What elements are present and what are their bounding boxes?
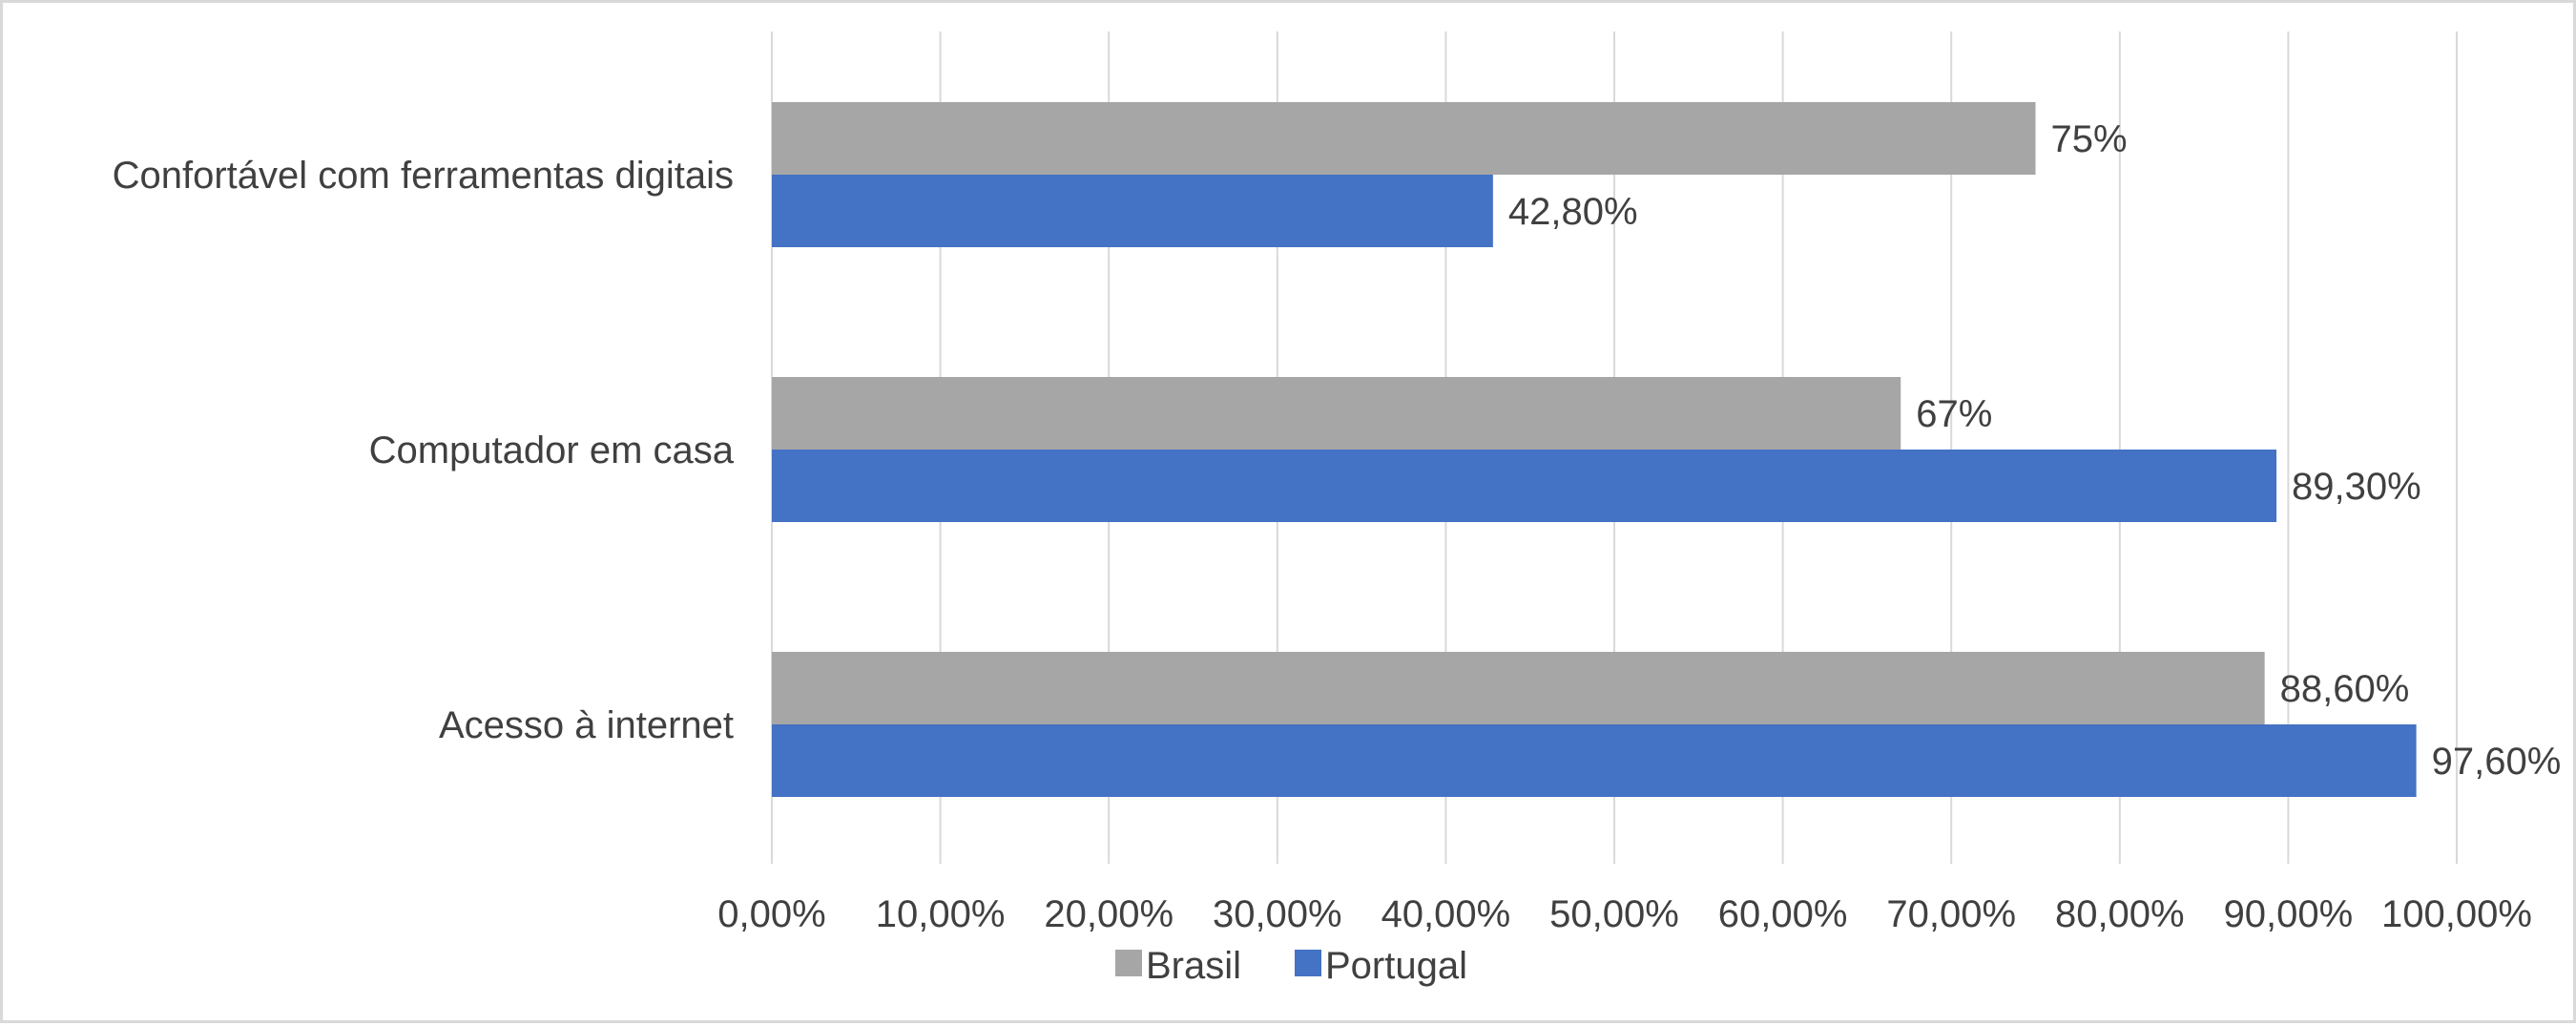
- bars: [772, 102, 2417, 797]
- bar-portugal-2: [772, 724, 2417, 797]
- x-tick-label: 10,00%: [876, 893, 1006, 935]
- x-tick-label: 100,00%: [2381, 893, 2532, 935]
- x-tick-label: 90,00%: [2224, 893, 2354, 935]
- bar-brasil-1: [772, 377, 1901, 450]
- x-axis-ticks: 0,00% 10,00% 20,00% 30,00% 40,00% 50,00% 60,00…: [717, 893, 2532, 935]
- legend-swatch-portugal: [1295, 950, 1321, 976]
- x-tick-label: 60,00%: [1718, 893, 1848, 935]
- category-label: Confortável com ferramentas digitais: [113, 155, 734, 197]
- legend: Brasil Portugal: [1115, 945, 1467, 987]
- x-tick-label: 30,00%: [1213, 893, 1342, 935]
- x-tick-label: 20,00%: [1044, 893, 1174, 935]
- x-tick-label: 80,00%: [2055, 893, 2185, 935]
- data-label: 97,60%: [2432, 741, 2562, 783]
- data-label: 67%: [1916, 393, 1992, 435]
- bar-chart: 75% 42,80% 67% 89,30% 88,60% 97,60% Confortáv…: [113, 31, 2561, 987]
- legend-label: Brasil: [1146, 945, 1241, 987]
- x-tick-label: 70,00%: [1886, 893, 2016, 935]
- x-tick-label: 50,00%: [1549, 893, 1679, 935]
- bar-portugal-1: [772, 450, 2277, 522]
- data-label: 88,60%: [2280, 668, 2410, 710]
- data-labels: 75% 42,80% 67% 89,30% 88,60% 97,60%: [1508, 118, 2561, 783]
- data-label: 89,30%: [2292, 466, 2421, 508]
- bar-portugal-0: [772, 175, 1493, 247]
- data-label: 42,80%: [1508, 191, 1638, 233]
- category-label: Computador em casa: [369, 429, 735, 471]
- data-label: 75%: [2051, 118, 2128, 160]
- bar-brasil-2: [772, 652, 2265, 724]
- bar-brasil-0: [772, 102, 2036, 175]
- category-label: Acesso à internet: [439, 704, 734, 746]
- x-tick-label: 40,00%: [1381, 893, 1511, 935]
- legend-label: Portugal: [1325, 945, 1467, 987]
- category-labels: Confortável com ferramentas digitais Comp…: [113, 155, 735, 746]
- x-tick-label: 0,00%: [717, 893, 825, 935]
- legend-swatch-brasil: [1115, 950, 1142, 976]
